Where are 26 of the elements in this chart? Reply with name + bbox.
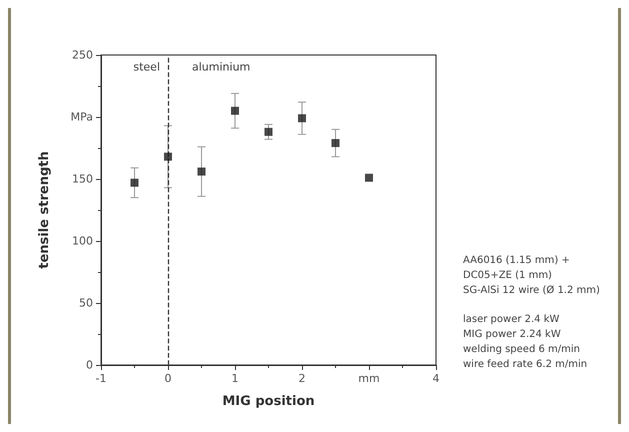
point — [332, 139, 340, 148]
point — [264, 128, 272, 136]
x-tick-label: 0 — [164, 372, 172, 385]
x-tick-label: 2 — [298, 372, 306, 385]
x-tick-label: 1 — [232, 372, 238, 385]
y-tick-label: MPa — [70, 110, 93, 124]
y-tick-label: 0 — [86, 358, 93, 372]
annotation: aluminium — [192, 60, 250, 74]
text: laser power 2.4 kW MIG power 2.24 kW welding speed 6 m/min wire feed rate 6.2 m/min — [463, 314, 588, 370]
x-tick-label: 4 — [432, 372, 440, 385]
y-tick-label: 100 — [72, 234, 93, 248]
y-tick-label: 150 — [72, 172, 93, 186]
text: AA6016 (1.15 mm) + DC05+ZE (1 mm) SG-AlSi 12 wire (Ø 1.2 mm) — [463, 255, 600, 296]
x-tick-label: -1 — [96, 372, 106, 385]
point — [198, 168, 206, 176]
x-axis-title: MIG position — [222, 394, 315, 409]
point — [298, 114, 306, 122]
point — [365, 174, 373, 182]
y-tick-label: 250 — [72, 48, 93, 62]
point — [164, 152, 172, 161]
point — [231, 106, 239, 115]
annotation: steel — [133, 60, 160, 74]
point — [130, 178, 138, 187]
y-axis-title: tensile strength — [37, 151, 52, 269]
x-tick-label: mm — [358, 372, 380, 385]
y-tick-label: 50 — [79, 296, 93, 310]
